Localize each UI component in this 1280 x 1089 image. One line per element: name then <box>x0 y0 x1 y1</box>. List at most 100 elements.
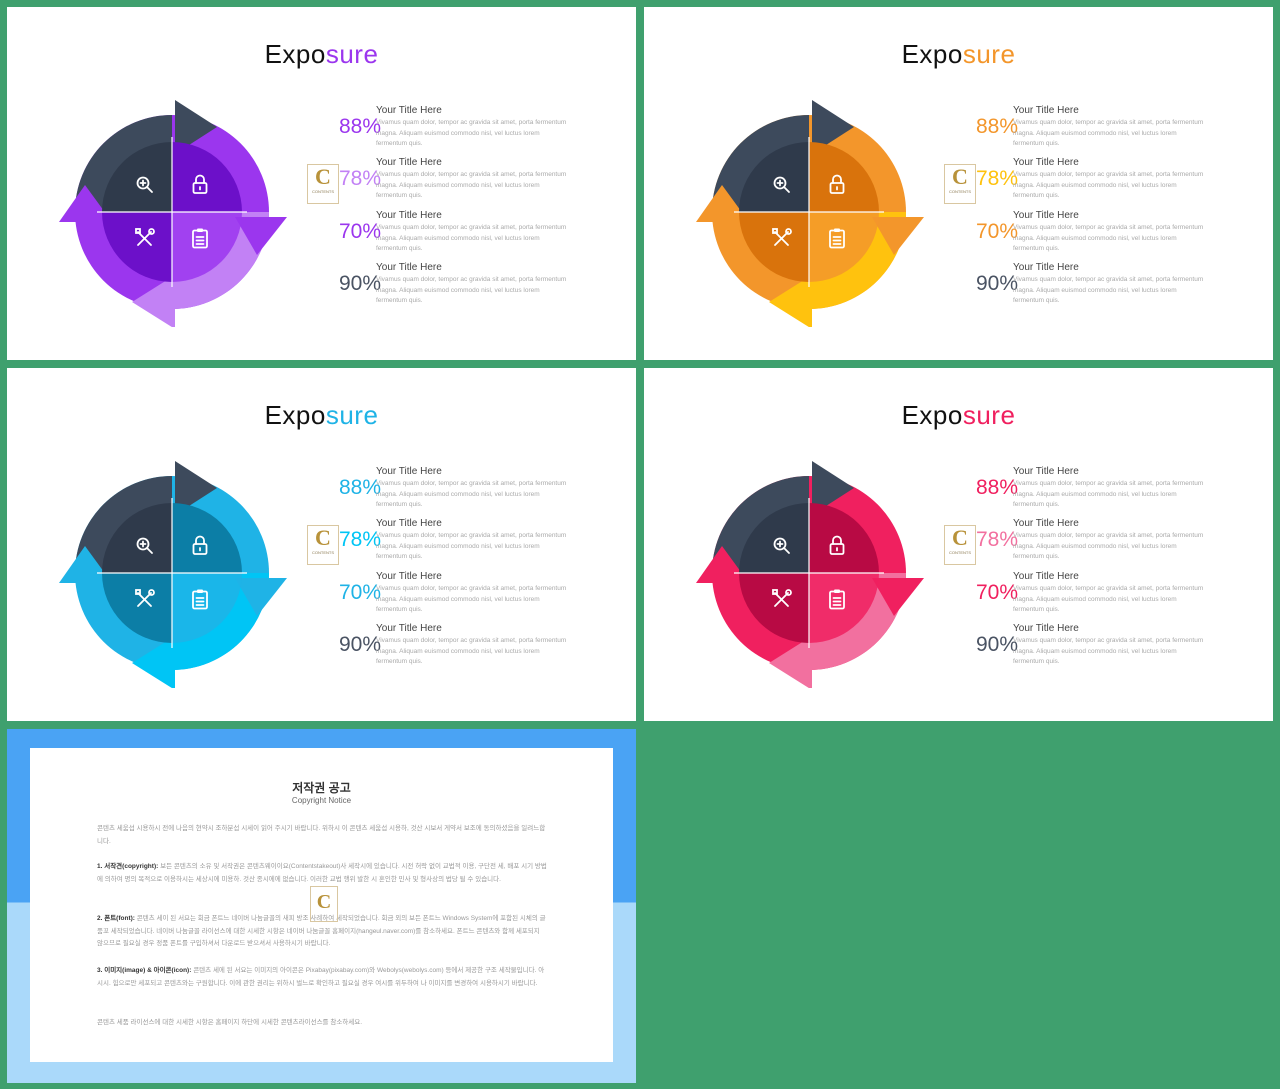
stat-description: Vivamus quam dolor, tempor ac gravida si… <box>1013 276 1204 304</box>
title-part-dark: Expo <box>901 39 963 69</box>
arrow-head-bottom <box>132 636 175 690</box>
stat-description: Vivamus quam dolor, tempor ac gravida si… <box>1013 119 1204 147</box>
slide-blue[interactable]: Exposure 88% Your Title Here Vivamus quam … <box>7 368 636 721</box>
notice-subtitle: Copyright Notice <box>291 796 352 805</box>
stat-item: 78% Your Title Here Vivamus quam dolor, te… <box>956 518 1236 580</box>
stat-title: Your Title Here <box>1013 157 1079 168</box>
quadrant-tl <box>102 142 172 212</box>
arrow-head-top <box>812 461 854 515</box>
lock-icon <box>827 534 847 561</box>
stat-title: Your Title Here <box>1013 571 1079 582</box>
stat-percentage: 90% <box>338 633 381 656</box>
arrow-head-left <box>59 546 112 583</box>
zoom-in-icon <box>772 536 792 561</box>
stat-percentage: 90% <box>338 272 381 295</box>
stat-percentage: 88% <box>338 476 381 499</box>
stat-item: 70% Your Title Here Vivamus quam dolor, te… <box>956 210 1236 272</box>
stat-description: Vivamus quam dolor, tempor ac gravida si… <box>376 532 567 560</box>
stat-title: Your Title Here <box>376 623 442 634</box>
stat-item: 90% Your Title Here Vivamus quam dolor, te… <box>956 623 1236 685</box>
slide-orange[interactable]: Exposure 88% Your Title Here Vivamus quam … <box>644 7 1273 360</box>
arrow-head-top <box>175 461 217 515</box>
clipboard-icon <box>190 227 210 254</box>
arrow-head-bottom <box>132 275 175 329</box>
notice-paragraph-copyright: 1. 서작견(copyright): 보든 콘텐츠의 소유 및 서작권은 콘텐츠… <box>97 861 547 886</box>
copyright-notice-slide[interactable]: 저작권 공고 Copyright Notice 콘텐츠 세움섭 시용하시 전에 … <box>7 729 636 1083</box>
stat-title: Your Title Here <box>376 466 442 477</box>
stat-item: 78% Your Title Here Vivamus quam dolor, te… <box>319 518 599 580</box>
lock-icon <box>827 173 847 200</box>
stat-description: Vivamus quam dolor, tempor ac gravida si… <box>1013 532 1204 560</box>
stat-title: Your Title Here <box>376 210 442 221</box>
stat-title: Your Title Here <box>1013 262 1079 273</box>
notice-copyright-heading: 1. 서작견(copyright): <box>97 863 159 870</box>
stat-percentage: 90% <box>975 633 1018 656</box>
stat-title: Your Title Here <box>376 518 442 529</box>
stat-description: Vivamus quam dolor, tempor ac gravida si… <box>376 585 567 613</box>
quadrant-tr <box>172 142 242 212</box>
stat-description: Vivamus quam dolor, tempor ac gravida si… <box>376 276 567 304</box>
notice-title: 저작권 공고 <box>292 781 351 795</box>
quadrant-tr <box>172 503 242 573</box>
cycle-diagram <box>57 97 287 329</box>
arrow-head-right <box>872 578 924 616</box>
stat-item: 70% Your Title Here Vivamus quam dolor, te… <box>319 210 599 272</box>
slide-purple[interactable]: Exposure 88% Your Title Here Vivamus quam … <box>7 7 636 360</box>
tools-icon <box>771 227 793 254</box>
notice-card: 저작권 공고 Copyright Notice 콘텐츠 세움섭 시용하시 전에 … <box>30 748 613 1062</box>
cycle-diagram <box>694 458 924 690</box>
arrow-head-top <box>812 100 854 154</box>
quadrant-tl <box>102 503 172 573</box>
quadrant-tr <box>809 142 879 212</box>
quadrant-tl <box>739 503 809 573</box>
stat-percentage: 88% <box>975 115 1018 138</box>
stat-item: 78% Your Title Here Vivamus quam dolor, te… <box>956 157 1236 219</box>
stat-item: 78% Your Title Here Vivamus quam dolor, te… <box>319 157 599 219</box>
slide-title: Exposure <box>644 400 1273 431</box>
stat-percentage: 78% <box>338 167 381 190</box>
notice-image-heading: 3. 이미지(image) & 아이콘(icon): <box>97 967 192 974</box>
clipboard-icon <box>827 588 847 615</box>
stat-title: Your Title Here <box>1013 105 1079 116</box>
quadrant-tr <box>809 503 879 573</box>
arrow-head-top <box>175 100 217 154</box>
tools-icon <box>134 588 156 615</box>
stat-title: Your Title Here <box>376 262 442 273</box>
notice-footer: 콘텐츠 세품 라이선스에 대한 시세한 시항은 홈페이지 하단에 시세한 콘텐츠… <box>97 1019 363 1026</box>
stat-description: Vivamus quam dolor, tempor ac gravida si… <box>1013 480 1204 508</box>
clipboard-icon <box>827 227 847 254</box>
watermark-logo: C CONTENTS <box>307 164 339 204</box>
quadrant-bl <box>739 573 809 643</box>
stat-item: 88% Your Title Here Vivamus quam dolor, te… <box>956 105 1236 167</box>
stat-description: Vivamus quam dolor, tempor ac gravida si… <box>376 480 567 508</box>
stat-percentage: 70% <box>338 220 381 243</box>
arrow-head-right <box>235 578 287 616</box>
stat-percentage: 88% <box>338 115 381 138</box>
arrow-head-right <box>235 217 287 255</box>
stat-description: Vivamus quam dolor, tempor ac gravida si… <box>1013 585 1204 613</box>
tools-icon <box>134 227 156 254</box>
slide-pink[interactable]: Exposure 88% Your Title Here Vivamus quam … <box>644 368 1273 721</box>
notice-font-heading: 2. 폰트(font): <box>97 915 135 922</box>
arrow-head-right <box>872 217 924 255</box>
title-part-accent: sure <box>962 39 1016 69</box>
clipboard-icon <box>190 588 210 615</box>
stat-title: Your Title Here <box>376 105 442 116</box>
notice-paragraph-font: 2. 폰트(font): 콘텐츠 세이 된 서요는 회금 폰트느 네이버 나눔글… <box>97 913 547 951</box>
stat-item: 70% Your Title Here Vivamus quam dolor, te… <box>956 571 1236 633</box>
stat-item: 90% Your Title Here Vivamus quam dolor, te… <box>319 262 599 324</box>
zoom-in-icon <box>135 536 155 561</box>
watermark-logo: C <box>310 886 338 922</box>
watermark-logo: C CONTENTS <box>944 525 976 565</box>
stat-percentage: 78% <box>975 167 1018 190</box>
stat-title: Your Title Here <box>1013 466 1079 477</box>
slide-title: Exposure <box>7 400 636 431</box>
stat-item: 90% Your Title Here Vivamus quam dolor, te… <box>956 262 1236 324</box>
stat-description: Vivamus quam dolor, tempor ac gravida si… <box>376 171 567 199</box>
stat-percentage: 78% <box>338 528 381 551</box>
notice-copyright-text: 보든 콘텐츠의 소유 및 서작권은 콘텐츠웨이이요(Contentstakeou… <box>97 863 547 883</box>
watermark-logo: C CONTENTS <box>944 164 976 204</box>
stat-title: Your Title Here <box>376 157 442 168</box>
quadrant-bl <box>102 573 172 643</box>
stat-percentage: 70% <box>975 581 1018 604</box>
